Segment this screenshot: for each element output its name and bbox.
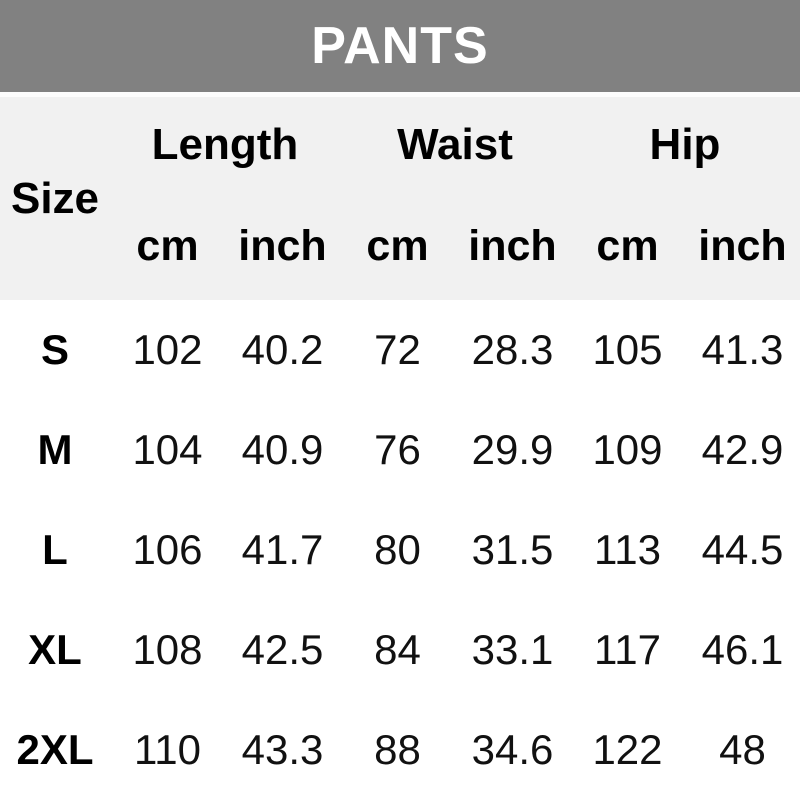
value-cell: 34.6 xyxy=(471,726,554,773)
table-row-xl: XL 108 42.5 84 33.1 117 46.1 xyxy=(0,600,800,700)
value-cell: 41.3 xyxy=(701,326,784,373)
value-cell: 46.1 xyxy=(701,626,784,673)
size-cell: M xyxy=(37,426,73,473)
column-group-waist: Waist xyxy=(397,119,513,169)
value-cell: 29.9 xyxy=(471,426,554,473)
value-cell: 44.5 xyxy=(701,526,784,573)
value-cell: 41.7 xyxy=(241,526,324,573)
title-banner: PANTS xyxy=(0,0,800,92)
unit-header-waist-inch: inch xyxy=(468,221,557,270)
value-cell: 88 xyxy=(374,726,421,773)
size-cell: L xyxy=(42,526,68,573)
value-cell: 104 xyxy=(132,426,203,473)
unit-header-length-inch: inch xyxy=(238,221,327,270)
value-cell: 122 xyxy=(592,726,663,773)
value-cell: 48 xyxy=(719,726,766,773)
size-cell: XL xyxy=(28,626,82,673)
value-cell: 43.3 xyxy=(241,726,324,773)
value-cell: 40.2 xyxy=(241,326,324,373)
unit-header-hip-inch: inch xyxy=(698,221,787,270)
column-group-length: Length xyxy=(151,119,299,169)
unit-header-waist-cm: cm xyxy=(366,221,429,270)
value-cell: 42.5 xyxy=(241,626,324,673)
value-cell: 105 xyxy=(592,326,663,373)
size-cell: 2XL xyxy=(16,726,94,773)
value-cell: 72 xyxy=(374,326,421,373)
value-cell: 102 xyxy=(132,326,203,373)
table-row-m: M 104 40.9 76 29.9 109 42.9 xyxy=(0,400,800,500)
chart-title: PANTS xyxy=(311,17,489,75)
value-cell: 110 xyxy=(134,726,201,773)
table-row-l: L 106 41.7 80 31.5 113 44.5 xyxy=(0,500,800,600)
value-cell: 117 xyxy=(594,626,661,673)
value-cell: 76 xyxy=(374,426,421,473)
unit-header-length-cm: cm xyxy=(136,221,199,270)
value-cell: 113 xyxy=(594,526,661,573)
table-row-s: S 102 40.2 72 28.3 105 41.3 xyxy=(0,300,800,400)
value-cell: 109 xyxy=(592,426,663,473)
value-cell: 108 xyxy=(132,626,203,673)
value-cell: 106 xyxy=(132,526,203,573)
column-header-size: Size xyxy=(10,173,100,223)
unit-header-hip-cm: cm xyxy=(596,221,659,270)
value-cell: 84 xyxy=(374,626,421,673)
table-row-2xl: 2XL 110 43.3 88 34.6 122 48 xyxy=(0,700,800,800)
value-cell: 40.9 xyxy=(241,426,324,473)
value-cell: 42.9 xyxy=(701,426,784,473)
table-body: S 102 40.2 72 28.3 105 41.3 M 104 40.9 7… xyxy=(0,300,800,800)
value-cell: 80 xyxy=(374,526,421,573)
value-cell: 33.1 xyxy=(471,626,554,673)
value-cell: 31.5 xyxy=(471,526,554,573)
size-cell: S xyxy=(40,326,69,373)
table-header: Size Length Waist Hip cm inch cm inch cm… xyxy=(0,97,800,300)
banner-divider xyxy=(0,92,800,97)
value-cell: 28.3 xyxy=(471,326,554,373)
column-group-hip: Hip xyxy=(649,119,721,169)
